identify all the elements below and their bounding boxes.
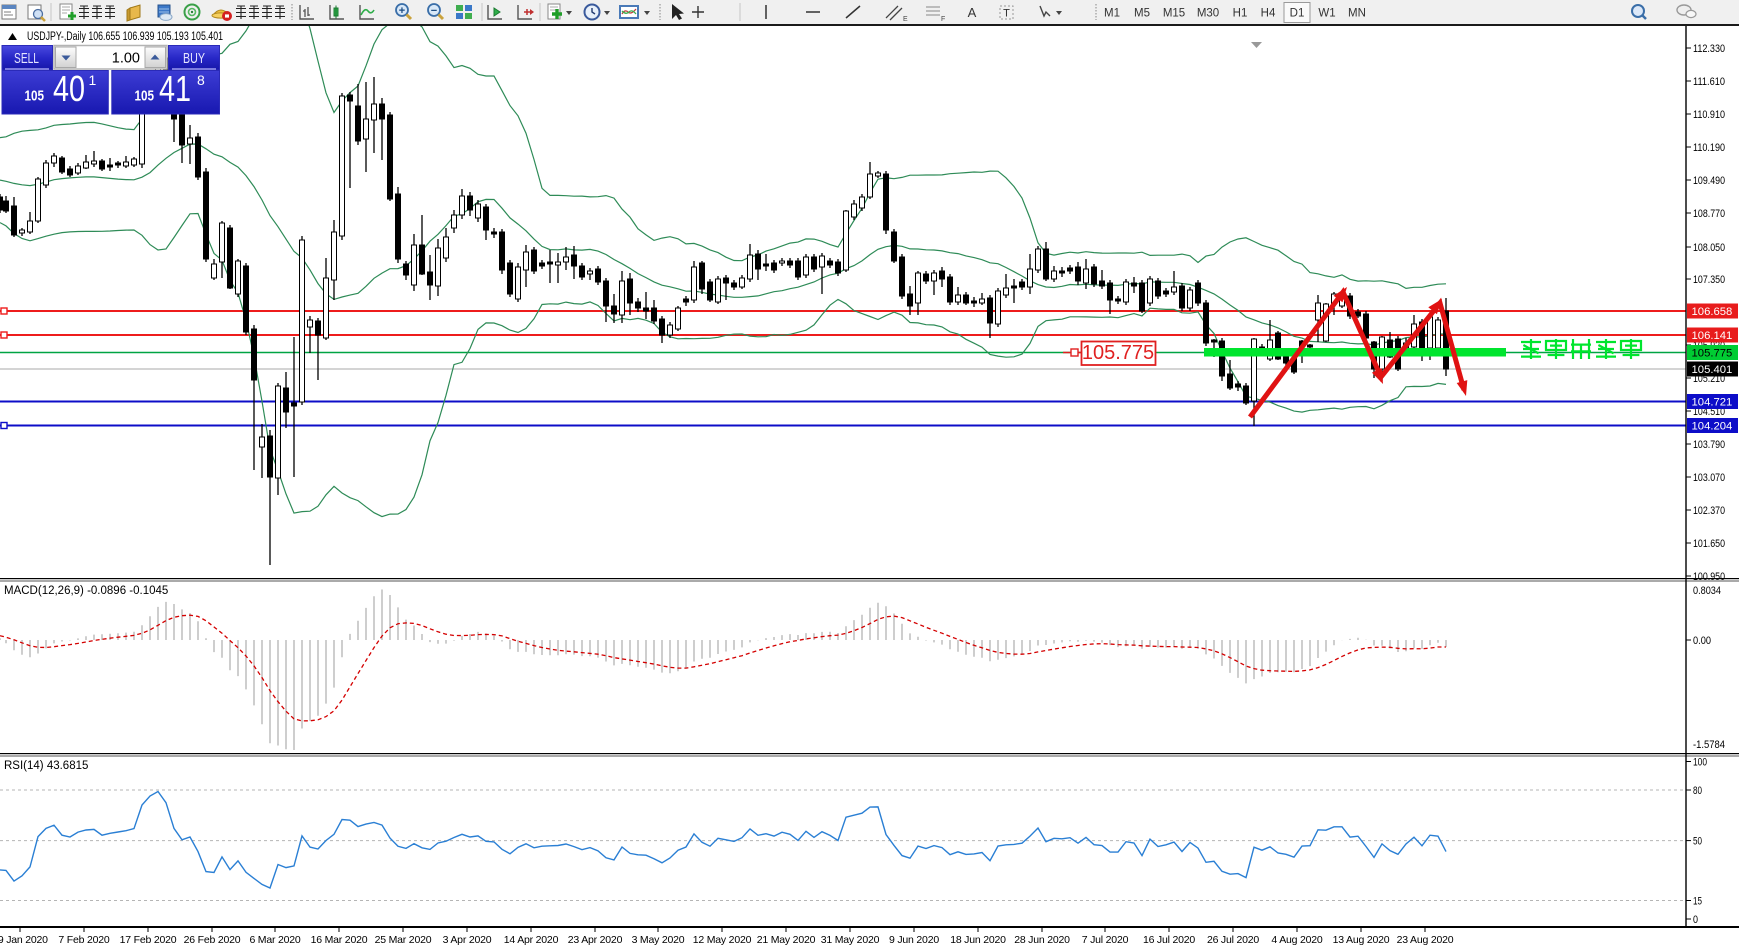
- svg-text:25 Mar 2020: 25 Mar 2020: [375, 934, 432, 946]
- svg-text:106.141: 106.141: [1692, 330, 1733, 342]
- svg-text:107.350: 107.350: [1693, 274, 1725, 286]
- svg-text:D1: D1: [1290, 8, 1305, 20]
- svg-text:3 May 2020: 3 May 2020: [632, 934, 685, 946]
- svg-text:+: +: [399, 5, 405, 17]
- svg-text:108.770: 108.770: [1693, 208, 1725, 220]
- svg-text:112.330: 112.330: [1693, 43, 1725, 55]
- svg-text:21 May 2020: 21 May 2020: [757, 934, 816, 946]
- svg-text:15: 15: [1693, 896, 1702, 908]
- svg-text:E: E: [903, 16, 908, 23]
- svg-text:0.00: 0.00: [1693, 635, 1711, 647]
- svg-text:M1: M1: [1104, 8, 1120, 20]
- svg-text:104.204: 104.204: [1692, 421, 1733, 433]
- svg-text:103.790: 103.790: [1693, 439, 1725, 451]
- svg-text:H1: H1: [1233, 8, 1248, 20]
- svg-text:16 Mar 2020: 16 Mar 2020: [311, 934, 368, 946]
- svg-text:41: 41: [159, 68, 191, 109]
- svg-text:23 Aug 2020: 23 Aug 2020: [1397, 934, 1454, 946]
- svg-text:106.658: 106.658: [1692, 306, 1733, 318]
- svg-text:105.775: 105.775: [1692, 348, 1733, 360]
- svg-text:F: F: [941, 16, 945, 23]
- svg-text:101.650: 101.650: [1693, 538, 1725, 550]
- svg-text:17 Feb 2020: 17 Feb 2020: [120, 934, 177, 946]
- svg-text:28 Jun 2020: 28 Jun 2020: [1014, 934, 1070, 946]
- svg-text:1.00: 1.00: [112, 51, 140, 67]
- svg-text:3 Apr 2020: 3 Apr 2020: [443, 934, 492, 946]
- svg-text:105.775: 105.775: [1082, 342, 1154, 364]
- svg-text:T: T: [1003, 8, 1010, 20]
- svg-text:13 Aug 2020: 13 Aug 2020: [1333, 934, 1390, 946]
- svg-text:6 Mar 2020: 6 Mar 2020: [249, 934, 300, 946]
- svg-text:W1: W1: [1318, 8, 1335, 20]
- svg-text:1: 1: [89, 72, 97, 88]
- svg-text:4 Aug 2020: 4 Aug 2020: [1271, 934, 1322, 946]
- svg-text:102.370: 102.370: [1693, 505, 1725, 517]
- svg-text:-1.5784: -1.5784: [1693, 739, 1725, 751]
- svg-text:50: 50: [1693, 836, 1702, 848]
- svg-text:26 Feb 2020: 26 Feb 2020: [184, 934, 241, 946]
- svg-text:8: 8: [197, 72, 205, 88]
- svg-text:M30: M30: [1197, 8, 1219, 20]
- svg-text:BUY: BUY: [183, 51, 205, 67]
- svg-text:23 Apr 2020: 23 Apr 2020: [568, 934, 623, 946]
- svg-text:100: 100: [1693, 757, 1707, 769]
- svg-text:SELL: SELL: [14, 51, 39, 67]
- svg-text:105: 105: [25, 89, 45, 105]
- svg-text:7 Jul 2020: 7 Jul 2020: [1082, 934, 1129, 946]
- svg-text:40: 40: [53, 68, 85, 109]
- svg-text:USDJPY-,Daily 106.655 106.939: USDJPY-,Daily 106.655 106.939 105.193 10…: [27, 31, 223, 43]
- svg-text:80: 80: [1693, 785, 1702, 797]
- svg-text:16 Jul 2020: 16 Jul 2020: [1143, 934, 1195, 946]
- svg-text:109.490: 109.490: [1693, 175, 1725, 187]
- svg-text:MACD(12,26,9) -0.0896 -0.1045: MACD(12,26,9) -0.0896 -0.1045: [4, 585, 168, 597]
- svg-text:26 Jul 2020: 26 Jul 2020: [1207, 934, 1259, 946]
- svg-text:14 Apr 2020: 14 Apr 2020: [504, 934, 559, 946]
- svg-text:−: −: [431, 5, 437, 17]
- svg-text:7 Feb 2020: 7 Feb 2020: [58, 934, 109, 946]
- svg-text:104.721: 104.721: [1692, 397, 1733, 409]
- svg-text:110.190: 110.190: [1693, 142, 1725, 154]
- svg-text:RSI(14) 43.6815: RSI(14) 43.6815: [4, 760, 88, 772]
- svg-text:H4: H4: [1261, 8, 1276, 20]
- svg-text:M5: M5: [1134, 8, 1150, 20]
- svg-text:A: A: [968, 5, 977, 20]
- svg-text:100.950: 100.950: [1693, 571, 1725, 583]
- svg-text:105: 105: [135, 89, 155, 105]
- svg-text:103.070: 103.070: [1693, 472, 1725, 484]
- svg-text:105.401: 105.401: [1692, 364, 1733, 376]
- svg-text:108.050: 108.050: [1693, 242, 1725, 254]
- svg-text:9 Jun 2020: 9 Jun 2020: [889, 934, 939, 946]
- svg-text:M15: M15: [1163, 8, 1185, 20]
- svg-text:0: 0: [1693, 914, 1698, 926]
- svg-text:12 May 2020: 12 May 2020: [693, 934, 752, 946]
- svg-text:29 Jan 2020: 29 Jan 2020: [0, 934, 48, 946]
- svg-text:111.610: 111.610: [1693, 76, 1725, 88]
- svg-text:0.8034: 0.8034: [1693, 585, 1721, 597]
- svg-text:MN: MN: [1348, 8, 1366, 20]
- svg-text:18 Jun 2020: 18 Jun 2020: [950, 934, 1006, 946]
- svg-text:110.910: 110.910: [1693, 109, 1725, 121]
- svg-text:31 May 2020: 31 May 2020: [821, 934, 880, 946]
